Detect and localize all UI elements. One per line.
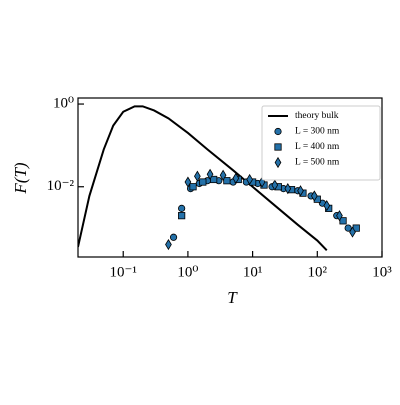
point — [178, 212, 186, 220]
point — [206, 168, 214, 180]
point — [349, 226, 356, 238]
legend-label: theory bulk — [295, 111, 339, 121]
point — [199, 178, 207, 186]
point — [284, 183, 292, 195]
x-tick-label: 10⁻¹ — [110, 264, 137, 280]
point — [310, 190, 318, 202]
point — [339, 217, 347, 225]
x-tick-label: 10² — [308, 264, 328, 280]
point — [271, 179, 279, 191]
point — [274, 127, 282, 136]
x-tick-label: 10¹ — [243, 264, 263, 280]
point — [169, 233, 178, 241]
legend: theory bulk L = 300 nm L = 400 nm L = 500 n… — [261, 105, 381, 181]
point — [323, 200, 331, 212]
legend-box — [261, 105, 381, 181]
point — [210, 175, 218, 184]
theory-line — [78, 105, 328, 252]
y-tick-label: 10⁰ — [53, 95, 74, 111]
point — [223, 177, 231, 185]
point — [297, 185, 304, 197]
x-tick-label: 10⁰ — [177, 264, 198, 280]
y-axis-label: F(T) — [11, 162, 30, 195]
point — [344, 224, 352, 232]
point — [232, 172, 240, 184]
point — [178, 204, 186, 212]
point — [274, 156, 282, 169]
point — [194, 170, 201, 182]
legend-label: L = 300 nm — [295, 127, 340, 137]
point — [189, 183, 197, 191]
axes-frame — [77, 97, 383, 258]
point — [274, 143, 282, 151]
point — [246, 173, 253, 186]
x-tick-label: 10³ — [372, 264, 392, 280]
x-axis-label: T — [227, 288, 238, 307]
point — [184, 176, 192, 188]
point — [219, 169, 227, 181]
plot-area — [78, 105, 360, 252]
point — [336, 210, 343, 222]
legend-label: L = 500 nm — [295, 158, 340, 168]
y-tick-label: 10⁻² — [47, 178, 75, 194]
legend-label: L = 400 nm — [295, 142, 340, 152]
point — [165, 238, 172, 251]
